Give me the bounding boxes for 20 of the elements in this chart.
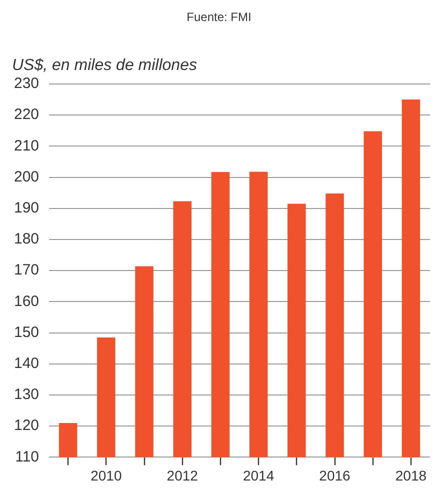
- y-tick-label: 210: [14, 137, 40, 154]
- y-tick-label: 220: [14, 106, 40, 124]
- y-tick-label: 120: [14, 417, 40, 434]
- x-tick-label: 2010: [90, 467, 122, 484]
- y-tick-label: 230: [14, 75, 40, 92]
- x-tick-label: 2016: [319, 467, 351, 484]
- y-tick-label: 150: [14, 324, 40, 341]
- y-axis-title: US$, en miles de millones: [12, 57, 197, 75]
- y-tick-label: 130: [14, 386, 40, 404]
- y-tick-label: 200: [14, 168, 40, 186]
- y-tick-label: 180: [14, 230, 40, 248]
- y-tick-label: 140: [14, 355, 40, 372]
- y-tick-label: 160: [14, 292, 40, 310]
- x-tick-label: 2012: [166, 467, 198, 484]
- x-tick-label: 2014: [242, 467, 274, 484]
- y-tick-label: 190: [14, 200, 40, 217]
- x-tick-label: 2018: [395, 467, 427, 484]
- y-tick-label: 110: [15, 448, 40, 466]
- source-note: Fuente: FMI: [186, 10, 252, 24]
- y-tick-label: 170: [14, 262, 40, 279]
